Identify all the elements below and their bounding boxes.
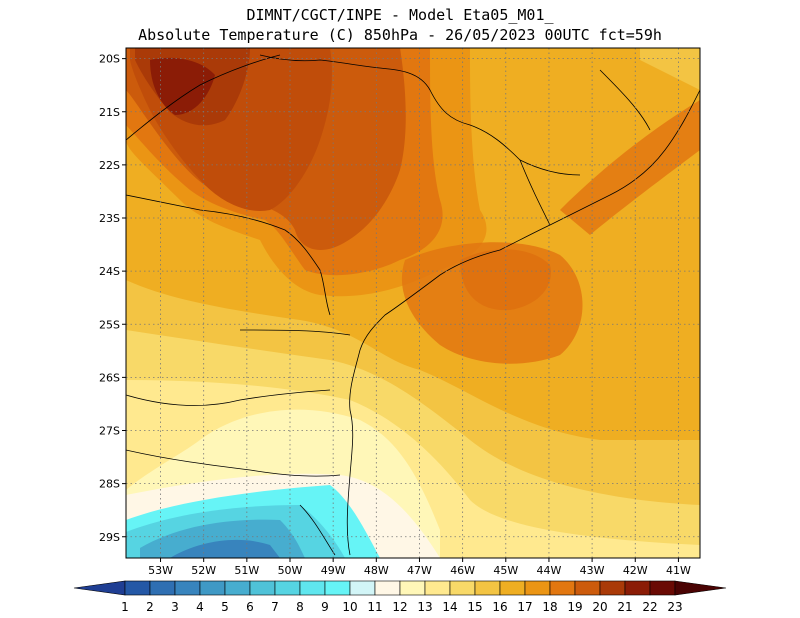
colorbar-label: 20	[592, 600, 607, 614]
boundaries	[126, 54, 700, 556]
colorbar-label: 9	[321, 600, 329, 614]
colorbar-swatch	[549, 580, 576, 596]
colorbar-swatch	[249, 580, 276, 596]
colorbar-swatch	[399, 580, 426, 596]
chart-title-line1: DIMNT/CGCT/INPE - Model Eta05_M01_	[246, 6, 554, 24]
lon-tick-label: 52W	[191, 564, 216, 577]
chart-title-line2: Absolute Temperature (C) 850hPa - 26/05/…	[138, 26, 662, 44]
state-border-rj	[519, 159, 551, 226]
colorbar-swatch	[124, 580, 151, 596]
colorbar-swatch	[324, 580, 351, 596]
lat-tick-label: 29S	[99, 531, 120, 544]
colorbar-label: 21	[617, 600, 632, 614]
colorbar-swatch	[649, 580, 676, 596]
lon-tick-label: 43W	[580, 564, 605, 577]
colorbar-label: 6	[246, 600, 254, 614]
state-border-pr-sp	[126, 194, 331, 316]
colorbar-label: 19	[567, 600, 582, 614]
lon-tick-label: 42W	[623, 564, 648, 577]
state-border-ms	[126, 54, 281, 141]
colorbar-label: 10	[342, 600, 357, 614]
colorbar-label: 15	[467, 600, 482, 614]
colorbar-swatch	[274, 580, 301, 596]
grid-lines	[126, 48, 700, 558]
temperature-field	[126, 48, 700, 558]
colorbar-label: 4	[196, 600, 204, 614]
lon-tick-label: 41W	[666, 564, 691, 577]
region-21-22	[150, 57, 215, 115]
region-4-5	[170, 539, 280, 558]
colorbar-arrow-left	[73, 580, 126, 596]
state-border-pr-sc	[239, 329, 351, 336]
lat-tick-label: 27S	[99, 425, 120, 438]
colorbar-label: 5	[221, 600, 229, 614]
plot-frame	[125, 47, 701, 559]
colorbar-label: 14	[442, 600, 457, 614]
lat-tick-label: 25S	[99, 318, 120, 331]
state-border-rs	[126, 449, 341, 477]
colorbar-swatch	[574, 580, 601, 596]
lat-tick-label: 26S	[99, 371, 120, 384]
colorbar-label: 8	[296, 600, 304, 614]
lat-tick-label: 24S	[99, 265, 120, 278]
colorbar-swatch	[299, 580, 326, 596]
lon-tick-labels: 53W 52W 51W 50W 49W 48W 47W 46W 45W 44W 43W 42W 41W	[148, 558, 691, 577]
colorbar-swatch	[349, 580, 376, 596]
colorbar-label: 12	[392, 600, 407, 614]
region-sea-18	[401, 242, 583, 364]
colorbar-label: 22	[642, 600, 657, 614]
lat-tick-label: 22S	[99, 159, 120, 172]
lat-tick-labels: 20S 21S 22S 23S 24S 25S 26S 27S 28S 29S	[99, 53, 126, 544]
colorbar-swatch	[599, 580, 626, 596]
colorbar-swatch	[174, 580, 201, 596]
lon-tick-label: 50W	[278, 564, 303, 577]
colorbar-swatch	[499, 580, 526, 596]
colorbar-label: 18	[542, 600, 557, 614]
lat-tick-label: 28S	[99, 478, 120, 491]
colorbar-swatch	[524, 580, 551, 596]
colorbar-swatch	[149, 580, 176, 596]
colorbar-swatch	[199, 580, 226, 596]
colorbar-label: 11	[367, 600, 382, 614]
region-ne-18	[560, 100, 700, 235]
colorbar-label: 13	[417, 600, 432, 614]
lat-tick-label: 23S	[99, 212, 120, 225]
lon-tick-label: 44W	[537, 564, 562, 577]
lon-tick-label: 51W	[234, 564, 259, 577]
colorbar-label: 7	[271, 600, 279, 614]
colorbar-label: 23	[667, 600, 682, 614]
colorbar-label: 2	[146, 600, 154, 614]
colorbar-swatch	[474, 580, 501, 596]
state-border-es	[599, 69, 651, 131]
lon-tick-label: 49W	[321, 564, 346, 577]
colorbar-label: 1	[121, 600, 129, 614]
lon-tick-label: 53W	[148, 564, 173, 577]
colorbar-arrow-right	[674, 580, 727, 596]
colorbar-label: 3	[171, 600, 179, 614]
colorbar-label: 16	[492, 600, 507, 614]
state-border-sc	[126, 389, 331, 406]
colorbar-swatch	[449, 580, 476, 596]
lon-tick-label: 45W	[493, 564, 518, 577]
lon-tick-label: 47W	[407, 564, 432, 577]
lat-tick-label: 21S	[99, 106, 120, 119]
lat-tick-label: 20S	[99, 53, 120, 66]
lagoon-outline	[299, 504, 336, 556]
colorbar-swatch	[374, 580, 401, 596]
colorbar-swatch	[624, 580, 651, 596]
lon-tick-label: 46W	[450, 564, 475, 577]
lon-tick-label: 48W	[364, 564, 389, 577]
colorbar-label: 17	[517, 600, 532, 614]
colorbar: 1 2 3 4 5 6 7 8 9 10 11 12 13 14 15 16 17 18 19 20 21 22 23	[73, 580, 727, 614]
coastline	[346, 89, 700, 556]
colorbar-swatch	[224, 580, 251, 596]
colorbar-swatch	[424, 580, 451, 596]
